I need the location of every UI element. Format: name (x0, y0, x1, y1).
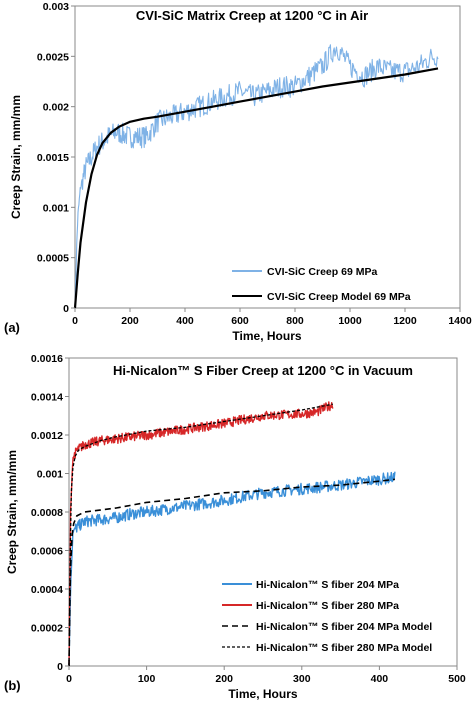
legend-label-280-model: Hi-Nicalon™ S fiber 280 MPa Model (256, 642, 432, 654)
panel-a-plot-frame (74, 5, 461, 309)
y-tick-label: 0 (57, 661, 63, 673)
panel-a-axes: 0 200 400 600 800 1000 1200 1400 0 0.0005 0.001 0.0… (37, 1, 472, 327)
y-tick-label: 0.003 (43, 1, 69, 13)
x-tick-label: 600 (231, 315, 249, 327)
panel-b-series-layer (68, 401, 396, 667)
panel-a-chart: 0 200 400 600 800 1000 1200 1400 0 0.0005 0.001 0.0… (4, 1, 472, 343)
panel-b-ylabel: Creep Strain, mm/mm (5, 450, 19, 574)
legend-label-cvi-sic-creep: CVI-SiC Creep 69 MPa (267, 266, 377, 278)
x-tick-label: 200 (121, 315, 139, 327)
panel-a-title: CVI-SiC Matrix Creep at 1200 °C in Air (136, 8, 368, 23)
series-line-hi-nicalon-s-fiber-204-mpa-model (68, 478, 395, 667)
legend-label-cvi-sic-model: CVI-SiC Creep Model 69 MPa (267, 291, 411, 303)
series-line-cvi-sic-creep-69-mpa (74, 44, 439, 309)
x-tick-label: 0 (72, 315, 78, 327)
panel-b-xlabel: Time, Hours (228, 687, 297, 701)
y-tick-label: 0.0025 (37, 51, 69, 63)
series-line-hi-nicalon-s-fiber-280-mpa (68, 401, 334, 667)
x-tick-label: 200 (215, 673, 233, 685)
x-tick-label: 800 (286, 315, 304, 327)
series-line-cvi-sic-creep-model-69-mpa (73, 67, 439, 309)
panel-b-label: (b) (4, 678, 21, 693)
panel-b-chart: 0 100 200 300 400 500 0 0.0002 0.0004 0.0006 0.000… (4, 353, 466, 701)
y-tick-label: 0.0015 (37, 152, 69, 164)
panel-b-title: Hi-Nicalon™ S Fiber Creep at 1200 °C in … (113, 363, 413, 378)
y-tick-label: 0.001 (43, 202, 69, 214)
y-tick-label: 0.0016 (31, 353, 63, 365)
x-tick-label: 1200 (393, 315, 417, 327)
series-line-hi-nicalon-s-fiber-204-mpa (68, 471, 396, 667)
y-tick-label: 0 (63, 303, 69, 315)
panel-a-xlabel: Time, Hours (232, 329, 301, 343)
panel-b-axes: 0 100 200 300 400 500 0 0.0002 0.0004 0.0006 0.000… (31, 353, 466, 685)
y-tick-label: 0.0008 (31, 507, 63, 519)
legend-label-204-model: Hi-Nicalon™ S fiber 204 MPa Model (256, 621, 432, 633)
panel-a-ylabel: Creep Strain, mm/mm (9, 95, 23, 219)
y-tick-label: 0.0005 (37, 253, 69, 265)
x-tick-label: 500 (448, 673, 466, 685)
x-tick-label: 1400 (448, 315, 472, 327)
panel-b-legend: Hi-Nicalon™ S fiber 204 MPa Hi-Nicalon™ … (222, 579, 432, 654)
x-tick-label: 1000 (338, 315, 362, 327)
y-tick-label: 0.0002 (31, 623, 63, 635)
y-tick-label: 0.002 (43, 102, 69, 114)
panel-a-legend: CVI-SiC Creep 69 MPa CVI-SiC Creep Model… (232, 266, 411, 303)
y-tick-label: 0.0014 (31, 392, 63, 404)
legend-label-280: Hi-Nicalon™ S fiber 280 MPa (256, 600, 399, 612)
panel-a-label: (a) (4, 320, 20, 335)
series-line-hi-nicalon-s-fiber-280-mpa-model (68, 403, 333, 667)
panel-a-series-layer (73, 44, 439, 309)
x-tick-label: 0 (66, 673, 72, 685)
x-tick-label: 400 (371, 673, 389, 685)
y-tick-label: 0.001 (37, 469, 63, 481)
y-tick-label: 0.0004 (31, 584, 63, 596)
x-tick-label: 400 (176, 315, 194, 327)
y-tick-label: 0.0012 (31, 430, 63, 442)
x-tick-label: 100 (138, 673, 156, 685)
x-tick-label: 300 (293, 673, 311, 685)
legend-label-204: Hi-Nicalon™ S fiber 204 MPa (256, 579, 399, 591)
y-tick-label: 0.0006 (31, 546, 63, 558)
